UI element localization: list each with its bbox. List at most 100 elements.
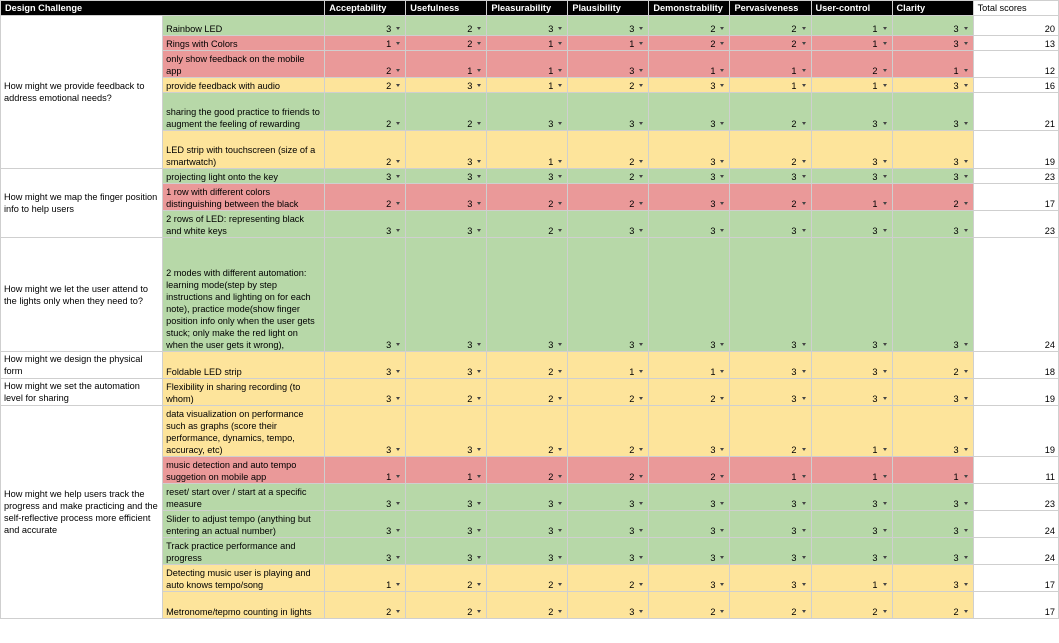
dropdown-caret-icon[interactable]	[801, 475, 806, 479]
dropdown-caret-icon[interactable]	[720, 27, 725, 31]
idea-cell[interactable]: 2 rows of LED: representing black and wh…	[162, 210, 326, 238]
score-dropdown[interactable]: 3	[729, 168, 812, 184]
idea-cell[interactable]: only show feedback on the mobile app	[162, 50, 326, 78]
score-dropdown[interactable]: 3	[891, 35, 974, 51]
score-dropdown[interactable]: 3	[891, 210, 974, 238]
dropdown-caret-icon[interactable]	[558, 202, 563, 206]
dropdown-caret-icon[interactable]	[639, 610, 644, 614]
dropdown-caret-icon[interactable]	[882, 448, 887, 452]
score-dropdown[interactable]: 2	[729, 92, 812, 131]
idea-cell[interactable]: Flexibility in sharing recording (to who…	[162, 378, 326, 406]
dropdown-caret-icon[interactable]	[882, 122, 887, 126]
score-dropdown[interactable]: 3	[486, 168, 569, 184]
dropdown-caret-icon[interactable]	[477, 529, 482, 533]
score-dropdown[interactable]: 3	[324, 210, 407, 238]
total-score-cell[interactable]: 23	[972, 168, 1059, 184]
score-dropdown[interactable]: 2	[567, 77, 650, 93]
score-dropdown[interactable]: 1	[810, 35, 893, 51]
dropdown-caret-icon[interactable]	[477, 475, 482, 479]
score-dropdown[interactable]: 3	[810, 510, 893, 538]
score-dropdown[interactable]: 2	[810, 591, 893, 619]
dropdown-caret-icon[interactable]	[720, 160, 725, 164]
score-dropdown[interactable]: 3	[405, 237, 488, 352]
dropdown-caret-icon[interactable]	[963, 397, 968, 401]
dropdown-caret-icon[interactable]	[720, 229, 725, 233]
score-dropdown[interactable]: 2	[486, 591, 569, 619]
dropdown-caret-icon[interactable]	[396, 122, 401, 126]
dropdown-caret-icon[interactable]	[558, 529, 563, 533]
dropdown-caret-icon[interactable]	[558, 397, 563, 401]
score-dropdown[interactable]: 2	[324, 92, 407, 131]
dropdown-caret-icon[interactable]	[396, 229, 401, 233]
dropdown-caret-icon[interactable]	[639, 370, 644, 374]
score-dropdown[interactable]: 2	[324, 50, 407, 78]
header-pleasurability[interactable]: Pleasurability	[486, 0, 569, 16]
score-dropdown[interactable]: 3	[648, 510, 731, 538]
dropdown-caret-icon[interactable]	[720, 610, 725, 614]
idea-cell[interactable]: 2 modes with different automation: learn…	[162, 237, 326, 352]
dropdown-caret-icon[interactable]	[477, 397, 482, 401]
dropdown-caret-icon[interactable]	[396, 529, 401, 533]
score-dropdown[interactable]: 1	[729, 77, 812, 93]
dropdown-caret-icon[interactable]	[801, 556, 806, 560]
header-design-challenge[interactable]: Design Challenge	[0, 0, 326, 16]
score-dropdown[interactable]: 3	[567, 210, 650, 238]
dropdown-caret-icon[interactable]	[558, 175, 563, 179]
dropdown-caret-icon[interactable]	[720, 529, 725, 533]
score-dropdown[interactable]: 3	[891, 77, 974, 93]
dropdown-caret-icon[interactable]	[558, 343, 563, 347]
score-dropdown[interactable]: 3	[810, 537, 893, 565]
score-dropdown[interactable]: 3	[729, 483, 812, 511]
score-dropdown[interactable]: 2	[405, 564, 488, 592]
score-dropdown[interactable]: 2	[405, 15, 488, 36]
score-dropdown[interactable]: 3	[486, 510, 569, 538]
dropdown-caret-icon[interactable]	[558, 475, 563, 479]
score-dropdown[interactable]: 3	[648, 168, 731, 184]
score-dropdown[interactable]: 2	[324, 591, 407, 619]
score-dropdown[interactable]: 2	[648, 15, 731, 36]
dropdown-caret-icon[interactable]	[801, 202, 806, 206]
score-dropdown[interactable]: 3	[324, 351, 407, 379]
dropdown-caret-icon[interactable]	[963, 502, 968, 506]
score-dropdown[interactable]: 3	[567, 15, 650, 36]
header-user-control[interactable]: User-control	[810, 0, 893, 16]
dropdown-caret-icon[interactable]	[477, 27, 482, 31]
score-dropdown[interactable]: 2	[405, 378, 488, 406]
score-dropdown[interactable]: 3	[405, 483, 488, 511]
dropdown-caret-icon[interactable]	[801, 448, 806, 452]
score-dropdown[interactable]: 2	[405, 35, 488, 51]
dropdown-caret-icon[interactable]	[396, 343, 401, 347]
total-score-cell[interactable]: 24	[972, 537, 1059, 565]
dropdown-caret-icon[interactable]	[720, 583, 725, 587]
score-dropdown[interactable]: 3	[486, 483, 569, 511]
dropdown-caret-icon[interactable]	[558, 69, 563, 73]
score-dropdown[interactable]: 2	[567, 168, 650, 184]
idea-cell[interactable]: 1 row with different colors distinguishi…	[162, 183, 326, 211]
dropdown-caret-icon[interactable]	[639, 529, 644, 533]
dropdown-caret-icon[interactable]	[477, 202, 482, 206]
dropdown-caret-icon[interactable]	[477, 556, 482, 560]
score-dropdown[interactable]: 3	[324, 537, 407, 565]
dropdown-caret-icon[interactable]	[477, 610, 482, 614]
score-dropdown[interactable]: 2	[891, 183, 974, 211]
score-dropdown[interactable]: 1	[486, 130, 569, 169]
score-dropdown[interactable]: 2	[810, 50, 893, 78]
dropdown-caret-icon[interactable]	[801, 42, 806, 46]
dropdown-caret-icon[interactable]	[396, 69, 401, 73]
score-dropdown[interactable]: 3	[567, 510, 650, 538]
dropdown-caret-icon[interactable]	[639, 502, 644, 506]
dropdown-caret-icon[interactable]	[882, 397, 887, 401]
dropdown-caret-icon[interactable]	[882, 475, 887, 479]
dropdown-caret-icon[interactable]	[477, 175, 482, 179]
dropdown-caret-icon[interactable]	[963, 69, 968, 73]
dropdown-caret-icon[interactable]	[558, 502, 563, 506]
dropdown-caret-icon[interactable]	[801, 175, 806, 179]
score-dropdown[interactable]: 3	[729, 378, 812, 406]
dropdown-caret-icon[interactable]	[396, 583, 401, 587]
total-score-cell[interactable]: 23	[972, 210, 1059, 238]
score-dropdown[interactable]: 2	[405, 591, 488, 619]
total-score-cell[interactable]: 18	[972, 351, 1059, 379]
score-dropdown[interactable]: 1	[810, 456, 893, 484]
score-dropdown[interactable]: 1	[567, 35, 650, 51]
dropdown-caret-icon[interactable]	[558, 370, 563, 374]
